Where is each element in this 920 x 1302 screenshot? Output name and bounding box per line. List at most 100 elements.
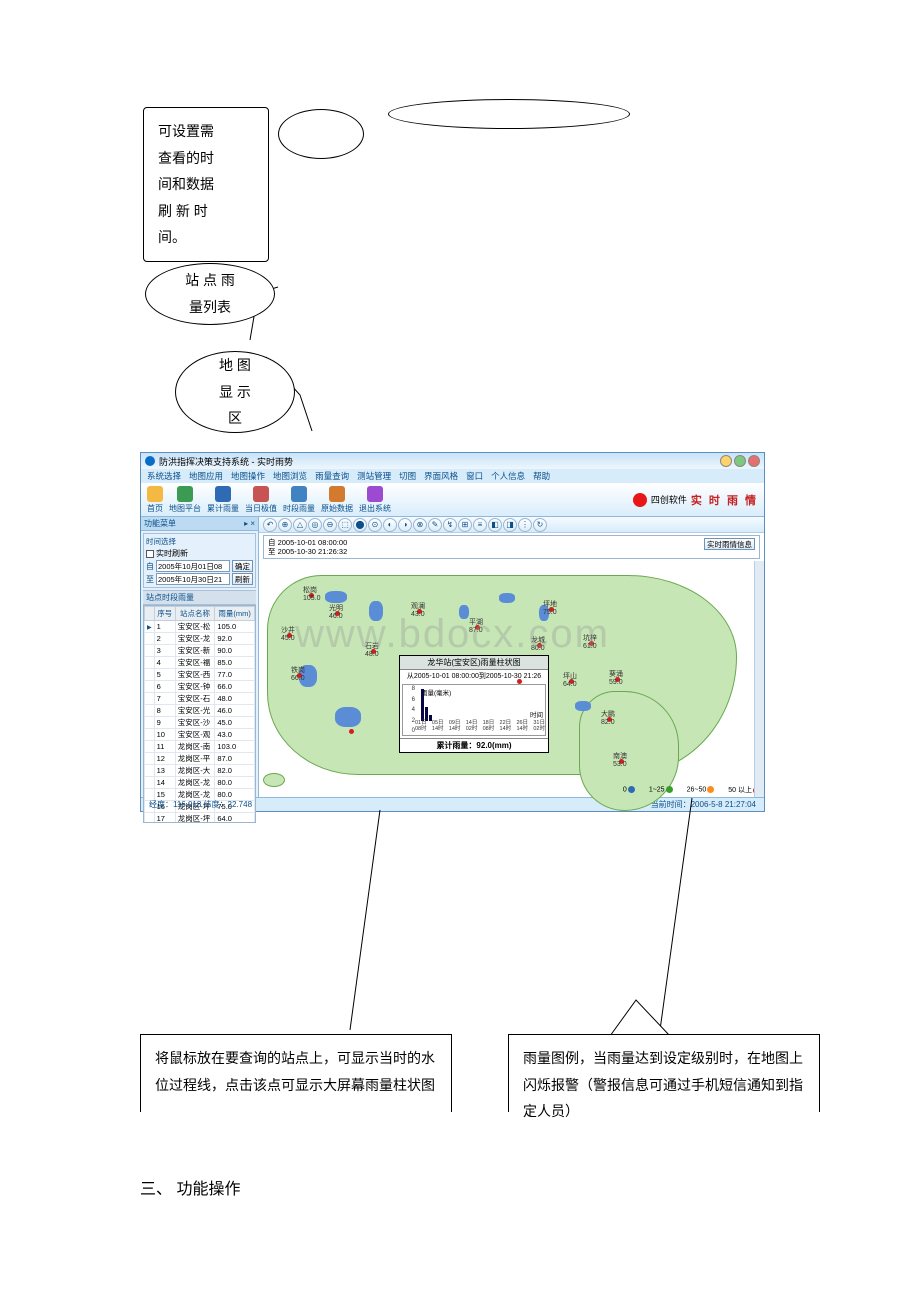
- toolbar-item[interactable]: 时段雨量: [283, 486, 315, 514]
- section-heading: 三、 功能操作: [140, 1175, 240, 1199]
- table-row[interactable]: 6宝安区-钟66.0: [145, 681, 255, 693]
- station-label: 坑梓61.0: [583, 633, 597, 650]
- menu-item[interactable]: 雨量查询: [315, 470, 349, 482]
- toolbar-item[interactable]: 原始数据: [321, 486, 353, 514]
- realtime-checkbox[interactable]: 实时刷新: [146, 548, 253, 559]
- menu-item[interactable]: 个人信息: [491, 470, 525, 482]
- refresh-button[interactable]: 刷新: [232, 573, 253, 585]
- minimize-button[interactable]: [720, 455, 732, 467]
- table-row[interactable]: 3宝安区-新90.0: [145, 645, 255, 657]
- toolbar-item[interactable]: 累计雨量: [207, 486, 239, 514]
- station-label: 观澜43.0: [411, 601, 425, 618]
- menu-item[interactable]: 窗口: [466, 470, 483, 482]
- toolbar-icon: [215, 486, 231, 502]
- toolbar-item[interactable]: 当日极值: [245, 486, 277, 514]
- from-time-select[interactable]: 2005年10月01日08时0▾: [156, 560, 230, 572]
- table-row[interactable]: 8宝安区-光46.0: [145, 705, 255, 717]
- map-panel: ↶⊕△◎⊖⬚⬤⊙◐◑⊗✎↯⊞≡◧◨⋮↻ 自 2005-10-01 08:00:0…: [259, 517, 764, 797]
- toolbar-item[interactable]: 退出系统: [359, 486, 391, 514]
- map-canvas[interactable]: 龙华站(宝安区)雨量柱状图 从2005-10-01 08:00:00到2005-…: [259, 561, 764, 797]
- menu-item[interactable]: 地图操作: [231, 470, 265, 482]
- map-tool-button[interactable]: ⋮: [518, 518, 532, 532]
- table-row[interactable]: 12龙岗区-平87.0: [145, 753, 255, 765]
- table-row[interactable]: 10宝安区-观43.0: [145, 729, 255, 741]
- map-tool-button[interactable]: ✎: [428, 518, 442, 532]
- table-row[interactable]: 7宝安区-石48.0: [145, 693, 255, 705]
- map-tool-button[interactable]: ◨: [503, 518, 517, 532]
- callout-station-list: 站 点 雨 量列表: [145, 263, 275, 325]
- table-row[interactable]: 17龙岗区-坪64.0: [145, 813, 255, 824]
- callout-map-area: 地 图 显 示 区: [175, 351, 295, 433]
- close-button[interactable]: [748, 455, 760, 467]
- map-tool-button[interactable]: ↻: [533, 518, 547, 532]
- menu-item[interactable]: 地图浏览: [273, 470, 307, 482]
- map-tool-button[interactable]: ≡: [473, 518, 487, 532]
- station-table[interactable]: 序号站点名称雨量(mm)1宝安区-松105.02宝安区-龙92.03宝安区-新9…: [143, 605, 256, 823]
- toolbar-icon: [177, 486, 193, 502]
- station-label: 葵涌59.0: [609, 669, 623, 686]
- map-tool-button[interactable]: ◑: [398, 518, 412, 532]
- table-row[interactable]: 5宝安区-西77.0: [145, 669, 255, 681]
- table-row[interactable]: 4宝安区-福85.0: [145, 657, 255, 669]
- popup-total: 累计雨量：92.0(mm): [400, 738, 548, 752]
- app-icon: [145, 456, 155, 466]
- map-tool-button[interactable]: ⬚: [338, 518, 352, 532]
- menu-item[interactable]: 切图: [399, 470, 416, 482]
- map-tool-button[interactable]: ⬤: [353, 518, 367, 532]
- map-tool-button[interactable]: ⊗: [413, 518, 427, 532]
- map-tool-button[interactable]: ◎: [308, 518, 322, 532]
- station-marker[interactable]: [517, 679, 522, 684]
- brand-tagline: 实 时 雨 情: [691, 492, 758, 508]
- table-row[interactable]: 1宝安区-松105.0: [145, 621, 255, 633]
- map-tool-button[interactable]: ⊙: [368, 518, 382, 532]
- brand-logo-icon: [633, 493, 647, 507]
- maximize-button[interactable]: [734, 455, 746, 467]
- station-list-title: 站点时段雨量: [143, 590, 256, 605]
- legend-item: 0: [623, 786, 635, 793]
- time-panel-title: 时间选择: [146, 536, 253, 547]
- sidebar-title: 功能菜单▸ ×: [141, 517, 258, 531]
- map-tool-button[interactable]: ↶: [263, 518, 277, 532]
- menu-item[interactable]: 帮助: [533, 470, 550, 482]
- legend-item: 26~50: [687, 786, 715, 793]
- toolbar-item[interactable]: 地图平台: [169, 486, 201, 514]
- to-time-select[interactable]: 2005年10月30日21时2▾: [156, 573, 230, 585]
- map-tool-button[interactable]: ◧: [488, 518, 502, 532]
- callout-map-area-text: 地 图 显 示 区: [219, 352, 251, 432]
- station-label: 沙井45.0: [281, 625, 295, 642]
- table-row[interactable]: 13龙岗区-大82.0: [145, 765, 255, 777]
- map-tool-button[interactable]: ◐: [383, 518, 397, 532]
- legend-item: 1~25: [649, 786, 673, 793]
- menu-item[interactable]: 界面风格: [424, 470, 458, 482]
- table-row[interactable]: 2宝安区-龙92.0: [145, 633, 255, 645]
- legend-dot-icon: [628, 786, 635, 793]
- map-tool-button[interactable]: ⊕: [278, 518, 292, 532]
- station-label: 石岩48.0: [365, 641, 379, 658]
- anno-hover-station: 将鼠标放在要查询的站点上，可显示当时的水位过程线，点击该点可显示大屏幕雨量柱状图: [140, 1034, 452, 1112]
- map-tool-button[interactable]: ↯: [443, 518, 457, 532]
- callout-connector-ellipse-1: [278, 109, 364, 159]
- table-row[interactable]: 14龙岗区-龙80.0: [145, 777, 255, 789]
- menu-item[interactable]: 系统选择: [147, 470, 181, 482]
- map-tool-button[interactable]: ⊖: [323, 518, 337, 532]
- table-row[interactable]: 9宝安区-沙45.0: [145, 717, 255, 729]
- confirm-button[interactable]: 确定: [232, 560, 253, 572]
- table-row[interactable]: 11龙岗区-南103.0: [145, 741, 255, 753]
- menu-item[interactable]: 地图应用: [189, 470, 223, 482]
- toolbar-icon: [367, 486, 383, 502]
- menu-item[interactable]: 测站管理: [357, 470, 391, 482]
- map-scrollbar[interactable]: [754, 561, 764, 797]
- toolbar-item[interactable]: 首页: [147, 486, 163, 514]
- station-label: 龙城80.0: [531, 635, 545, 652]
- main-toolbar: 首页地图平台累计雨量当日极值时段雨量原始数据退出系统 四创软件 实 时 雨 情: [141, 483, 764, 517]
- station-label: 南澳53.0: [613, 751, 627, 768]
- station-label: 坪地75.0: [543, 599, 557, 616]
- rain-info-button[interactable]: 实时雨情信息: [704, 538, 755, 550]
- map-toolbar: ↶⊕△◎⊖⬚⬤⊙◐◑⊗✎↯⊞≡◧◨⋮↻: [259, 517, 764, 533]
- map-tool-button[interactable]: ⊞: [458, 518, 472, 532]
- sidebar: 功能菜单▸ × 时间选择 实时刷新 自 2005年10月01日08时0▾ 确定 …: [141, 517, 259, 797]
- station-marker[interactable]: [349, 729, 354, 734]
- station-label: 铁岗66.0: [291, 665, 305, 682]
- callout-time-settings: 可设置需 查看的时 间和数据 刷 新 时 间。: [143, 107, 269, 262]
- map-tool-button[interactable]: △: [293, 518, 307, 532]
